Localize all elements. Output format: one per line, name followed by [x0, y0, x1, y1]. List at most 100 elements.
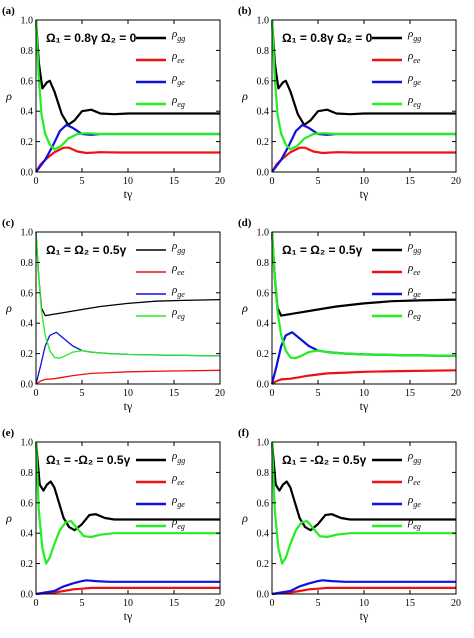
x-axis-label: tγ: [360, 187, 369, 201]
x-tick-label: 10: [359, 598, 369, 609]
x-tick-label: 15: [405, 598, 415, 609]
y-axis-label: ρ: [5, 511, 12, 525]
parameter-annotation: Ω₁ = -Ω₂ = 0.5γ: [282, 453, 367, 467]
legend-label-ee: ρee: [407, 472, 421, 487]
legend-subscript: gg: [177, 456, 185, 465]
legend-subscript: ge: [413, 290, 421, 299]
series-line-gg: [34, 19, 220, 126]
y-tick-label: 1.0: [21, 438, 34, 449]
y-tick-label: 1.0: [257, 16, 270, 27]
series-line-eg: [270, 231, 457, 360]
legend-label-ge: ρge: [407, 284, 421, 299]
legend-subscript: ge: [413, 500, 421, 509]
y-tick-label: 0.6: [21, 288, 34, 299]
y-tick-label: 1.0: [21, 16, 34, 27]
x-axis-label: tγ: [360, 399, 369, 413]
series-line-eg: [270, 441, 456, 565]
x-tick-label: 20: [451, 598, 461, 609]
legend-label-eg: ρeg: [171, 94, 185, 109]
y-tick-label: 0.0: [257, 168, 270, 179]
panel-letter: (e): [2, 427, 15, 439]
series-line-ee: [35, 369, 221, 385]
legend-subscript: ee: [413, 478, 421, 487]
legend-subscript: gg: [413, 456, 421, 465]
legend-label-ee: ρee: [171, 472, 185, 487]
parameter-annotation: Ω₁ = -Ω₂ = 0.5γ: [46, 453, 131, 467]
legend-label-eg: ρeg: [171, 516, 185, 531]
x-tick-label: 5: [316, 388, 321, 399]
x-tick-label: 10: [123, 176, 133, 187]
y-tick-label: 0.8: [257, 468, 270, 479]
legend-label-gg: ρgg: [407, 28, 421, 43]
y-tick-label: 1.0: [257, 438, 270, 449]
y-tick-label: 0.0: [21, 168, 34, 179]
legend-subscript: gg: [413, 246, 421, 255]
y-tick-label: 0.2: [21, 137, 34, 148]
legend-label-ge: ρge: [171, 72, 185, 87]
legend-subscript: ge: [177, 500, 185, 509]
y-axis-label: ρ: [5, 301, 12, 315]
x-tick-label: 5: [80, 598, 85, 609]
legend-label-eg: ρeg: [171, 306, 185, 321]
panel-f: 0 5 10 15 20 0.0 0.2 0.4 0.6 0.8 1.0 tγ ρ (f) Ω₁ = -Ω₂…: [238, 427, 461, 623]
x-tick-label: 15: [405, 388, 415, 399]
y-tick-label: 0.4: [257, 529, 270, 540]
panel-letter: (d): [238, 217, 252, 229]
x-axis-label: tγ: [124, 399, 133, 413]
y-tick-label: 0.6: [257, 498, 270, 509]
x-tick-label: 5: [316, 176, 321, 187]
y-tick-label: 0.0: [257, 590, 270, 601]
y-tick-label: 0.8: [21, 46, 34, 57]
series-line-ee: [271, 586, 456, 596]
legend-subscript: gg: [177, 246, 185, 255]
legend-subscript: ge: [177, 78, 185, 87]
y-tick-label: 0.2: [21, 349, 34, 360]
legend-label-gg: ρgg: [407, 450, 421, 465]
legend-label-ee: ρee: [407, 262, 421, 277]
parameter-annotation: Ω₁ = Ω₂ = 0.5γ: [282, 243, 363, 257]
y-axis-label: ρ: [241, 301, 248, 315]
y-tick-label: 0.0: [21, 590, 34, 601]
legend-label-ge: ρge: [171, 284, 185, 299]
y-axis-label: ρ: [241, 89, 248, 103]
y-tick-label: 0.6: [257, 76, 270, 87]
y-tick-label: 0.2: [257, 349, 270, 360]
legend-label-gg: ρgg: [407, 240, 421, 255]
y-tick-label: 0.6: [21, 498, 34, 509]
series-line-eg: [34, 19, 220, 151]
series-line-eg: [270, 19, 456, 151]
legend-subscript: ee: [413, 268, 421, 277]
y-tick-label: 0.8: [21, 468, 34, 479]
panel-letter: (f): [238, 427, 249, 439]
series-line-gg: [34, 441, 220, 532]
legend-label-ge: ρge: [407, 494, 421, 509]
y-tick-label: 0.6: [21, 76, 34, 87]
parameter-annotation: Ω₁ = 0.8γ Ω₂ = 0: [282, 31, 373, 45]
y-tick-label: 0.4: [257, 319, 270, 330]
legend-label-ee: ρee: [407, 50, 421, 65]
x-tick-label: 10: [359, 388, 369, 399]
panel-letter: (a): [2, 5, 15, 17]
x-axis-label: tγ: [360, 609, 369, 623]
legend-subscript: ee: [413, 56, 421, 65]
series-line-gg: [270, 19, 456, 126]
x-tick-label: 5: [316, 598, 321, 609]
parameter-annotation: Ω₁ = 0.8γ Ω₂ = 0: [46, 31, 137, 45]
y-tick-label: 0.6: [257, 288, 270, 299]
y-tick-label: 0.2: [257, 137, 270, 148]
legend-label-ee: ρee: [171, 262, 185, 277]
x-axis-label: tγ: [124, 609, 133, 623]
y-axis-label: ρ: [5, 89, 12, 103]
series-line-ge: [271, 579, 456, 596]
y-tick-label: 0.0: [257, 380, 270, 391]
panel-d: 0 5 10 15 20 0.0 0.2 0.4 0.6 0.8 1.0 tγ ρ (d) Ω₁ = Ω₂ …: [238, 217, 461, 413]
legend-subscript: gg: [177, 34, 185, 43]
series-line-eg: [34, 441, 220, 565]
legend-subscript: ge: [413, 78, 421, 87]
legend-subscript: ee: [177, 478, 185, 487]
series-line-ee: [35, 586, 220, 596]
y-tick-label: 0.4: [21, 107, 34, 118]
y-tick-label: 0.4: [21, 319, 34, 330]
x-tick-label: 15: [169, 388, 179, 399]
parameter-annotation: Ω₁ = Ω₂ = 0.5γ: [46, 243, 127, 257]
